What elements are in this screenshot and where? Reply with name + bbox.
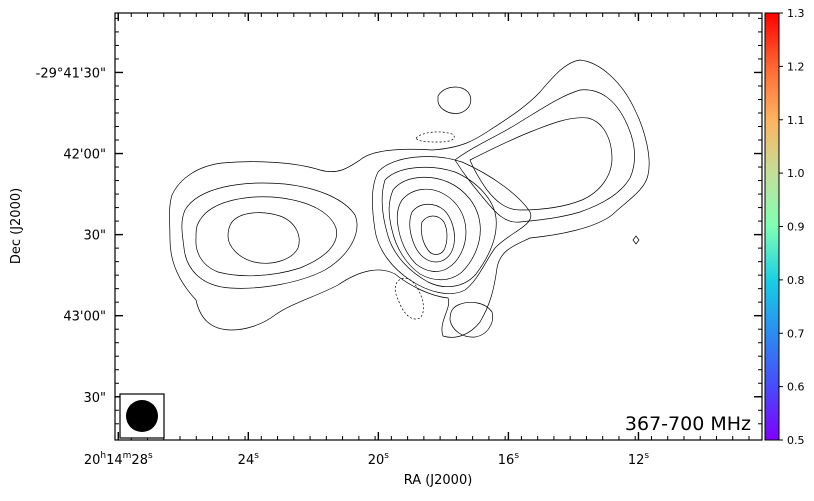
heatmap-region-east-arm xyxy=(443,175,626,241)
contour-core-2 xyxy=(381,167,497,288)
contour-east-dot xyxy=(632,235,640,245)
colorbar-ticks: 0.5 0.6 0.7 0.8 0.9 1.0 1.1 1.2 1.3 xyxy=(779,7,805,447)
x-tick-label: 12s xyxy=(628,451,650,468)
colorbar-tick-label: 0.8 xyxy=(787,274,805,287)
contour-north-blob xyxy=(437,86,472,114)
x-tick-value: 20 xyxy=(84,453,101,468)
x-tick-value: 16 xyxy=(498,453,515,468)
colorbar-gradient xyxy=(765,13,779,440)
contour-core-3 xyxy=(388,176,481,281)
beam-marker xyxy=(119,393,165,439)
contour-east-1 xyxy=(454,89,635,223)
x-tick-unit: m xyxy=(123,451,132,461)
contour-east-2 xyxy=(469,117,613,211)
contour-west-2 xyxy=(195,196,337,277)
contour-core-4 xyxy=(396,188,467,272)
colorbar-tick-label: 0.5 xyxy=(787,434,805,447)
x-tick-labels: 20h14m28s 24s 20s 16s 12s xyxy=(84,451,650,468)
colorbar-tick-label: 1.2 xyxy=(787,60,805,73)
colorbar-tick-label: 1.3 xyxy=(787,7,805,20)
colorbar-tick-label: 0.7 xyxy=(787,327,805,340)
x-tick-value: 28 xyxy=(131,453,148,468)
x-tick-unit: h xyxy=(100,451,106,461)
colorbar-tick-label: 0.9 xyxy=(787,221,805,234)
frequency-annotation: 367-700 MHz xyxy=(625,413,751,435)
x-tick-unit: s xyxy=(644,451,649,461)
x-tick-unit: s xyxy=(384,451,389,461)
heatmap-region-core-west-ridge xyxy=(313,194,346,249)
y-tick-labels: -29°41'30" 42'00" 30" 43'00" 30" xyxy=(36,66,106,405)
colorbar-tick-label: 1.0 xyxy=(787,167,805,180)
contour-south-loop xyxy=(449,302,494,338)
contour-negative-2 xyxy=(394,277,424,320)
beam-ellipse xyxy=(126,400,158,432)
y-tick-label: 30" xyxy=(83,229,106,244)
y-tick-label: 42'00" xyxy=(63,148,106,163)
colorbar-tick-label: 0.6 xyxy=(787,381,805,394)
x-tick-unit: s xyxy=(514,451,519,461)
contour-layer xyxy=(169,59,650,338)
contour-outer xyxy=(169,59,650,338)
x-tick-value: 12 xyxy=(628,453,645,468)
x-tick-value: 20 xyxy=(368,453,385,468)
contour-core-1 xyxy=(372,156,532,294)
y-axis-label: Dec (J2000) xyxy=(9,188,24,264)
x-tick-unit: s xyxy=(254,451,259,461)
colorbar-tick-label: 1.1 xyxy=(787,114,805,127)
x-tick-label: 16s xyxy=(498,451,520,468)
heatmap-region-west-lobe xyxy=(196,199,327,308)
y-tick-label: -29°41'30" xyxy=(36,66,106,81)
x-tick-value: 14 xyxy=(106,453,123,468)
x-axis-label: RA (J2000) xyxy=(404,473,473,488)
contour-core-6 xyxy=(420,215,448,255)
x-tick-unit: s xyxy=(148,451,153,461)
major-ticks xyxy=(115,13,762,440)
y-tick-label: 43'00" xyxy=(63,310,106,325)
x-tick-label: 20s xyxy=(368,451,390,468)
x-tick-label: 24s xyxy=(238,451,260,468)
colorbar: 0.5 0.6 0.7 0.8 0.9 1.0 1.1 1.2 1.3 xyxy=(764,7,805,447)
contour-west-3 xyxy=(227,212,300,264)
y-tick-label: 30" xyxy=(83,391,106,406)
contour-core-5 xyxy=(409,203,455,263)
plot-frame xyxy=(114,12,763,441)
x-tick-value: 24 xyxy=(238,453,255,468)
contour-negative-1 xyxy=(415,131,455,143)
x-tick-label: 20h14m28s xyxy=(84,451,153,468)
contour-west-1 xyxy=(181,182,358,289)
